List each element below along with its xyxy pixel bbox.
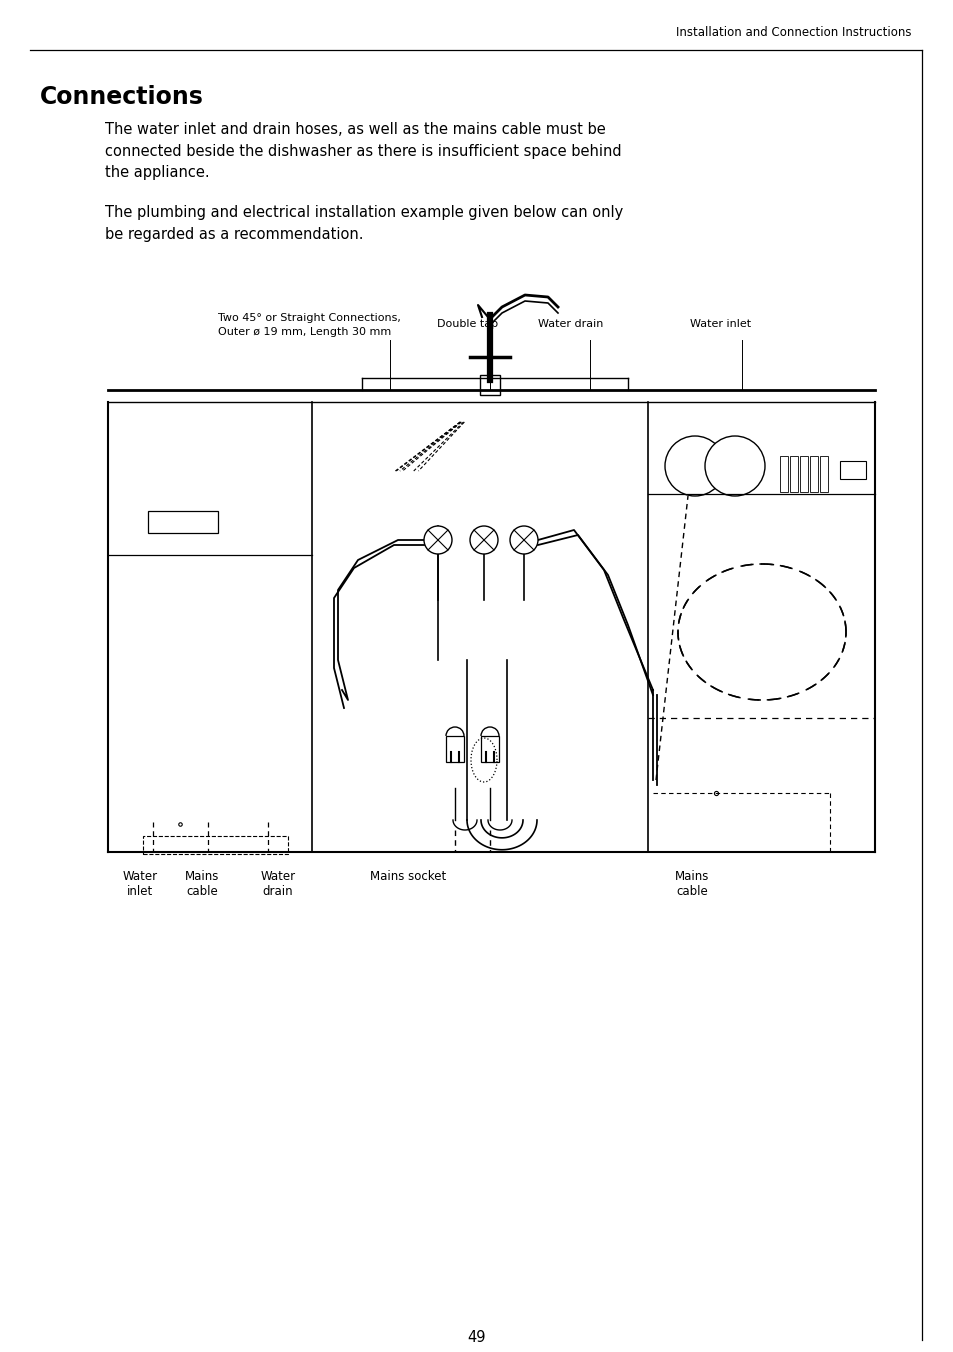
Text: Water
inlet: Water inlet: [122, 869, 157, 898]
Bar: [789, 456, 797, 492]
Text: Outer ø 19 mm, Length 30 mm: Outer ø 19 mm, Length 30 mm: [218, 327, 391, 337]
Bar: [820, 456, 827, 492]
Text: Mains socket: Mains socket: [370, 869, 446, 883]
Circle shape: [423, 526, 452, 554]
Circle shape: [664, 435, 724, 496]
Bar: [480, 735, 498, 763]
Text: Installation and Connection Instructions: Installation and Connection Instructions: [676, 26, 911, 38]
Text: 49: 49: [467, 1330, 486, 1345]
Text: Water drain: Water drain: [537, 319, 602, 329]
Text: Water inlet: Water inlet: [689, 319, 750, 329]
Bar: [809, 456, 817, 492]
Circle shape: [510, 526, 537, 554]
Text: Connections: Connections: [40, 85, 204, 110]
Text: Double tap: Double tap: [436, 319, 497, 329]
Bar: [148, 511, 218, 533]
Circle shape: [704, 435, 764, 496]
Circle shape: [470, 526, 497, 554]
Bar: [143, 836, 288, 854]
Text: The water inlet and drain hoses, as well as the mains cable must be
connected be: The water inlet and drain hoses, as well…: [105, 122, 621, 180]
Bar: [479, 375, 499, 395]
Bar: [800, 456, 807, 492]
Text: Water
drain: Water drain: [260, 869, 295, 898]
Text: The plumbing and electrical installation example given below can only
be regarde: The plumbing and electrical installation…: [105, 206, 622, 242]
Bar: [446, 735, 463, 763]
Text: Mains
cable: Mains cable: [185, 869, 219, 898]
Text: Mains
cable: Mains cable: [674, 869, 708, 898]
Bar: [780, 456, 787, 492]
Bar: [840, 461, 865, 479]
Text: Two 45° or Straight Connections,: Two 45° or Straight Connections,: [218, 314, 400, 323]
